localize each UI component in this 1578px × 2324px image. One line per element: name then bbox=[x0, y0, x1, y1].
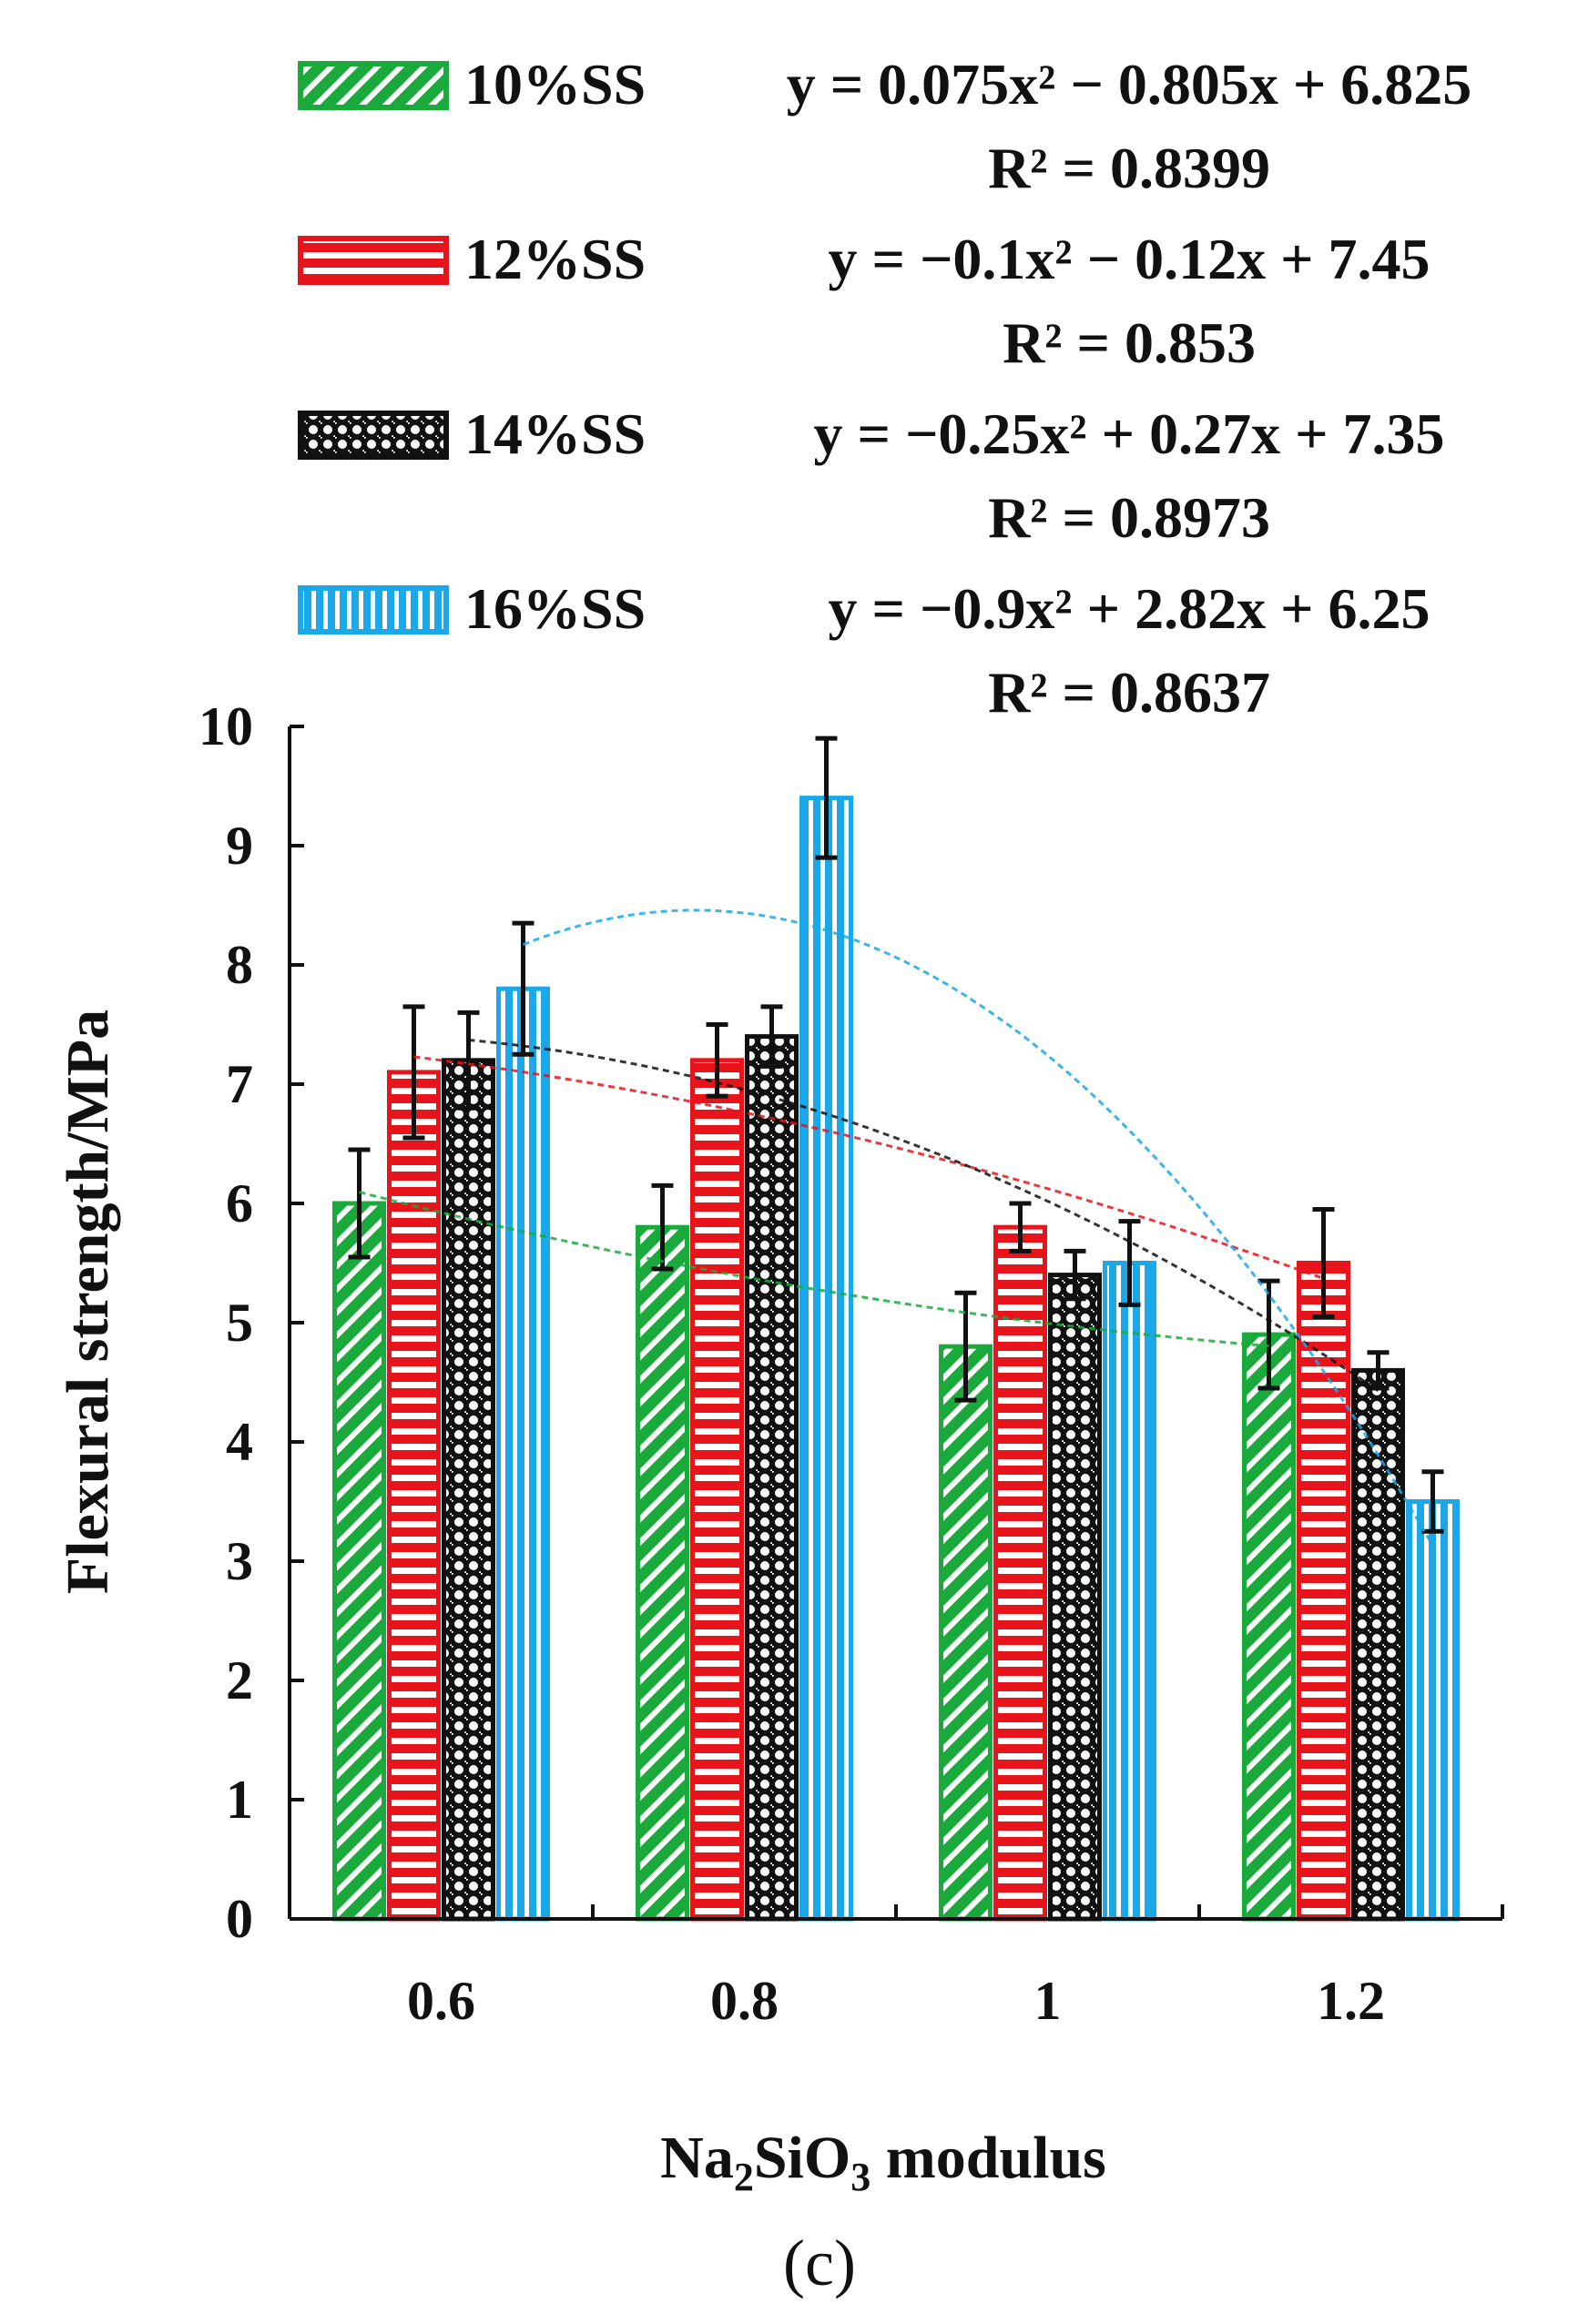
bar bbox=[332, 1201, 386, 1922]
trend-line bbox=[522, 908, 1434, 1547]
y-tick-label: 5 bbox=[226, 1293, 253, 1353]
legend-r2: R² = 0.8399 bbox=[988, 136, 1270, 200]
legend-equation: y = −0.25x² + 0.27x + 7.35 bbox=[813, 401, 1444, 466]
legend-r2: R² = 0.8637 bbox=[988, 660, 1270, 725]
y-axis-label: Flexural strength/MPa bbox=[55, 1010, 121, 1594]
bar bbox=[799, 796, 853, 1922]
x-axis-label-part: 3 bbox=[850, 2155, 870, 2199]
legend-r2: R² = 0.8973 bbox=[988, 485, 1270, 550]
bar bbox=[1406, 1499, 1460, 1922]
y-tick-label: 8 bbox=[226, 935, 253, 995]
y-tick-label: 2 bbox=[226, 1650, 253, 1710]
legend-label: 10%SS bbox=[464, 52, 646, 117]
bar bbox=[387, 1070, 441, 1922]
bar-group bbox=[332, 796, 1460, 1922]
legend-label: 16%SS bbox=[464, 576, 646, 641]
y-tick-label: 1 bbox=[226, 1770, 253, 1830]
x-tick-label: 1.2 bbox=[1317, 1971, 1385, 2031]
x-axis-label: Na2SiO3 modulus bbox=[660, 2125, 1106, 2199]
x-tick-label: 1 bbox=[1034, 1971, 1062, 2031]
bar bbox=[745, 1034, 799, 1922]
legend-label: 12%SS bbox=[464, 227, 646, 291]
y-tick-label: 6 bbox=[226, 1173, 253, 1233]
y-tick-label: 0 bbox=[226, 1889, 253, 1949]
x-tick-label: 0.6 bbox=[407, 1971, 475, 2031]
legend-equation: y = −0.1x² − 0.12x + 7.45 bbox=[828, 227, 1430, 291]
bar bbox=[993, 1224, 1047, 1922]
x-tick-label: 0.8 bbox=[710, 1971, 779, 2031]
legend-equation: y = −0.9x² + 2.82x + 6.25 bbox=[828, 576, 1430, 641]
legend-r2: R² = 0.853 bbox=[1003, 310, 1256, 375]
axes: 0 1 2 3 4 5 6 7 8 9 10 0.6 0.8 1 1.2 bbox=[199, 696, 1504, 2031]
bar bbox=[1242, 1332, 1296, 1922]
y-tick-label: 9 bbox=[226, 816, 253, 876]
legend-swatch bbox=[298, 411, 449, 460]
bar bbox=[1048, 1273, 1102, 1922]
legend-equation: y = 0.075x² − 0.805x + 6.825 bbox=[787, 52, 1472, 117]
bar bbox=[939, 1344, 993, 1922]
y-tick-label: 7 bbox=[226, 1054, 253, 1114]
legend-swatch bbox=[298, 61, 449, 110]
trend-line bbox=[413, 1055, 1325, 1280]
bar bbox=[636, 1224, 689, 1922]
x-axis-label-part: modulus bbox=[870, 2125, 1106, 2191]
bar bbox=[1103, 1261, 1156, 1922]
bar bbox=[1297, 1261, 1350, 1922]
trend-lines bbox=[359, 908, 1434, 1547]
y-tick-label: 10 bbox=[199, 696, 253, 756]
trend-line bbox=[468, 1039, 1379, 1392]
y-tick-label: 4 bbox=[226, 1412, 253, 1472]
panel-label: (c) bbox=[783, 2227, 856, 2299]
trend-line bbox=[359, 1191, 1269, 1347]
y-tick-label: 3 bbox=[226, 1531, 253, 1591]
bar bbox=[496, 986, 550, 1922]
legend-swatch bbox=[298, 585, 449, 634]
error-bars bbox=[348, 736, 1444, 1534]
x-axis-label-part: 2 bbox=[734, 2155, 754, 2199]
x-axis-label-part: SiO bbox=[754, 2125, 850, 2191]
bar bbox=[442, 1058, 495, 1922]
legend-label: 14%SS bbox=[464, 401, 646, 466]
bar bbox=[690, 1058, 744, 1922]
legend: 10%SS y = 0.075x² − 0.805x + 6.825 R² = 0.… bbox=[298, 52, 1472, 725]
x-axis-label-part: Na bbox=[660, 2125, 734, 2191]
legend-swatch bbox=[298, 236, 449, 285]
